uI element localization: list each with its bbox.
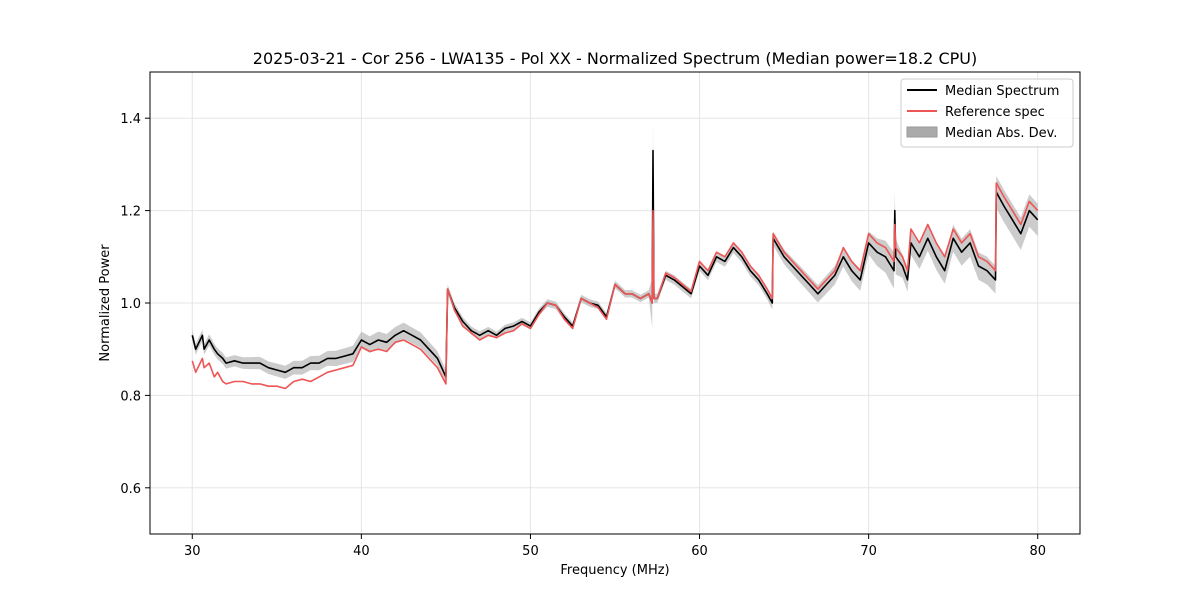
legend-box [900, 78, 1074, 148]
mad-band [192, 120, 1038, 384]
reference-spectrum-line [191, 182, 1039, 390]
y-tick-label: 1.2 [120, 205, 141, 220]
legend-label-median: Median Spectrum [945, 84, 1059, 99]
x-axis-ticks: 30 40 50 60 70 80 [184, 534, 1046, 559]
y-axis-label: Normalized Power [98, 244, 113, 362]
y-tick-label: 1.0 [120, 297, 141, 312]
chart-title: 2025-03-21 - Cor 256 - LWA135 - Pol XX -… [253, 49, 977, 68]
x-tick-label: 40 [353, 544, 370, 559]
mad-band-layer [192, 120, 1038, 384]
y-tick-label: 0.8 [120, 389, 141, 404]
legend-swatch-mad [906, 126, 938, 138]
y-axis-ticks: 0.6 0.8 1.0 1.2 1.4 [120, 112, 150, 497]
x-tick-label: 60 [691, 544, 708, 559]
y-tick-label: 0.6 [120, 482, 141, 497]
legend: Median Spectrum Reference spec Median Ab… [900, 78, 1074, 148]
legend-label-mad: Median Abs. Dev. [945, 126, 1057, 141]
legend-label-reference: Reference spec [945, 105, 1045, 120]
x-tick-label: 30 [184, 544, 201, 559]
x-tick-label: 70 [860, 544, 877, 559]
x-tick-label: 80 [1029, 544, 1046, 559]
series-layer [191, 149, 1039, 390]
y-tick-label: 1.4 [120, 112, 141, 127]
x-axis-label: Frequency (MHz) [560, 563, 669, 578]
x-tick-label: 50 [522, 544, 539, 559]
